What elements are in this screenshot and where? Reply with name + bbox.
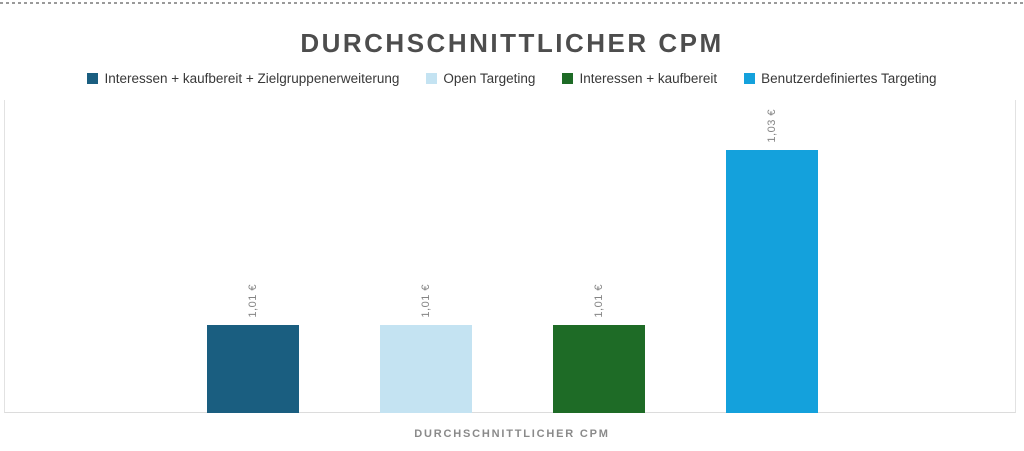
bar-value-label: 1,01 € xyxy=(246,284,259,318)
bar-value-label: 1,01 € xyxy=(419,284,432,318)
chart-title: DURCHSCHNITTLICHER CPM xyxy=(300,28,724,58)
top-dotted-divider xyxy=(0,2,1024,4)
legend-item: Interessen + kaufbereit xyxy=(562,71,717,86)
chart-legend: Interessen + kaufbereit + Zielgruppenerw… xyxy=(0,71,1024,86)
bar: 1,01 € xyxy=(379,284,472,413)
bar-value-label: 1,01 € xyxy=(592,284,605,318)
legend-label: Open Targeting xyxy=(443,71,536,86)
legend-swatch-icon xyxy=(87,73,99,84)
x-axis-label: DURCHSCHNITTLICHER CPM xyxy=(414,428,610,440)
legend-label: Benutzerdefiniertes Targeting xyxy=(761,71,937,86)
legend-item: Interessen + kaufbereit + Zielgruppenerw… xyxy=(87,71,399,86)
legend-label: Interessen + kaufbereit xyxy=(579,71,718,86)
bar: 1,01 € xyxy=(206,284,299,413)
legend-swatch-icon xyxy=(744,73,756,84)
legend-item: Benutzerdefiniertes Targeting xyxy=(744,71,937,86)
bar: 1,01 € xyxy=(552,284,645,413)
legend-label: Interessen + kaufbereit + Zielgruppenerw… xyxy=(104,71,400,86)
bar-value-label: 1,03 € xyxy=(765,109,778,143)
bar: 1,03 € xyxy=(725,109,818,413)
legend-swatch-icon xyxy=(562,73,574,84)
legend-swatch-icon xyxy=(426,73,438,84)
bars-container: 1,01 € 1,01 € 1,01 € 1,03 € xyxy=(0,109,1024,413)
legend-item: Open Targeting xyxy=(426,71,535,86)
plot-area xyxy=(4,100,1016,413)
